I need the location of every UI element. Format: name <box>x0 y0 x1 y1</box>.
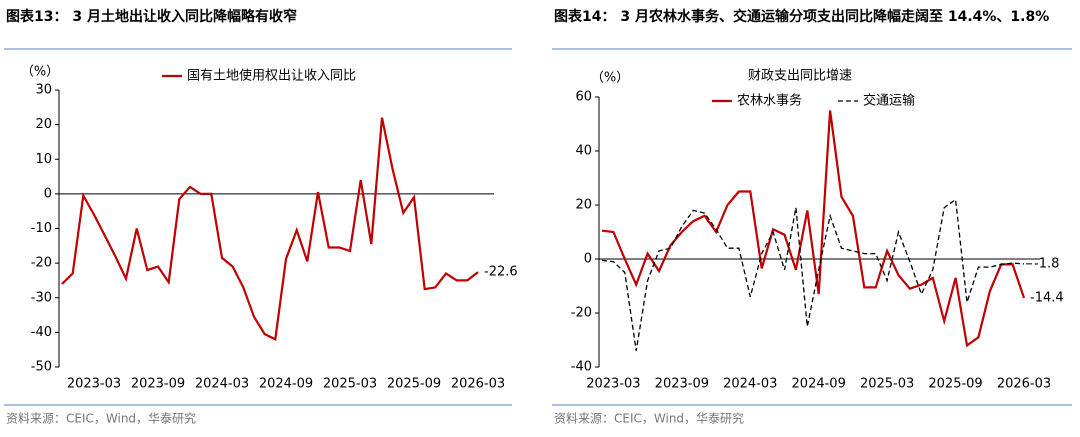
end-label: -22.6 <box>484 265 518 280</box>
line-series <box>601 110 1026 348</box>
y-tick-label: -10 <box>31 221 52 236</box>
x-tick-label: 2024-09 <box>259 377 313 392</box>
x-tick-label: 2025-09 <box>387 377 441 392</box>
y-tick-label: 20 <box>35 117 52 132</box>
legend-label: 交通运输 <box>863 93 915 109</box>
x-tick-label: 2023-03 <box>67 377 121 392</box>
end-label: -14.4 <box>1030 290 1064 305</box>
y-tick-label: -40 <box>571 360 592 375</box>
y-tick-label: -20 <box>31 256 52 271</box>
legend-label: 国有土地使用权出让收入同比 <box>187 68 356 84</box>
x-tick-label: 2026-03 <box>451 377 505 392</box>
y-tick-label: 20 <box>575 198 592 213</box>
y-tick-label: 30 <box>35 83 52 98</box>
x-tick-label: 2024-03 <box>195 377 249 392</box>
x-tick-label: 2023-09 <box>131 377 185 392</box>
y-tick-label: -30 <box>31 290 52 305</box>
y-tick-label: -20 <box>571 306 592 321</box>
x-tick-label: 2024-03 <box>723 377 777 392</box>
chart-title: 图表13： 3 月土地出让收入同比降幅略有收窄 <box>6 8 297 25</box>
source: 资料来源：CEIC，Wind，华泰研究 <box>554 411 744 426</box>
chart-title: 图表14： 3 月农林水事务、交通运输分项支出同比降幅走阔至 14.4%、1.8… <box>554 8 1049 25</box>
x-tick-label: 2024-09 <box>792 377 846 392</box>
line-series <box>601 198 1025 351</box>
y-tick-label: 10 <box>35 152 52 167</box>
y-tick-label: 40 <box>575 144 592 159</box>
x-tick-label: 2025-03 <box>323 377 377 392</box>
source: 资料来源：CEIC，Wind，华泰研究 <box>6 411 196 426</box>
x-tick-label: 2025-09 <box>928 377 982 392</box>
y-tick-label: 0 <box>584 252 592 267</box>
x-tick-label: 2026-03 <box>997 377 1051 392</box>
y-axis-label: （%） <box>591 71 629 86</box>
y-axis-label: （%） <box>21 65 59 80</box>
y-tick-label: -50 <box>31 360 52 375</box>
line-series <box>61 117 479 341</box>
x-tick-label: 2025-03 <box>860 377 914 392</box>
chart-subtitle: 财政支出同比增速 <box>748 69 852 84</box>
y-tick-label: -40 <box>31 325 52 340</box>
legend-label: 农林水事务 <box>737 93 802 109</box>
x-tick-label: 2023-03 <box>586 377 640 392</box>
y-tick-label: 60 <box>575 90 592 105</box>
y-tick-label: 0 <box>44 186 52 201</box>
end-label: -1.8 <box>1034 256 1059 271</box>
x-tick-label: 2023-09 <box>655 377 709 392</box>
